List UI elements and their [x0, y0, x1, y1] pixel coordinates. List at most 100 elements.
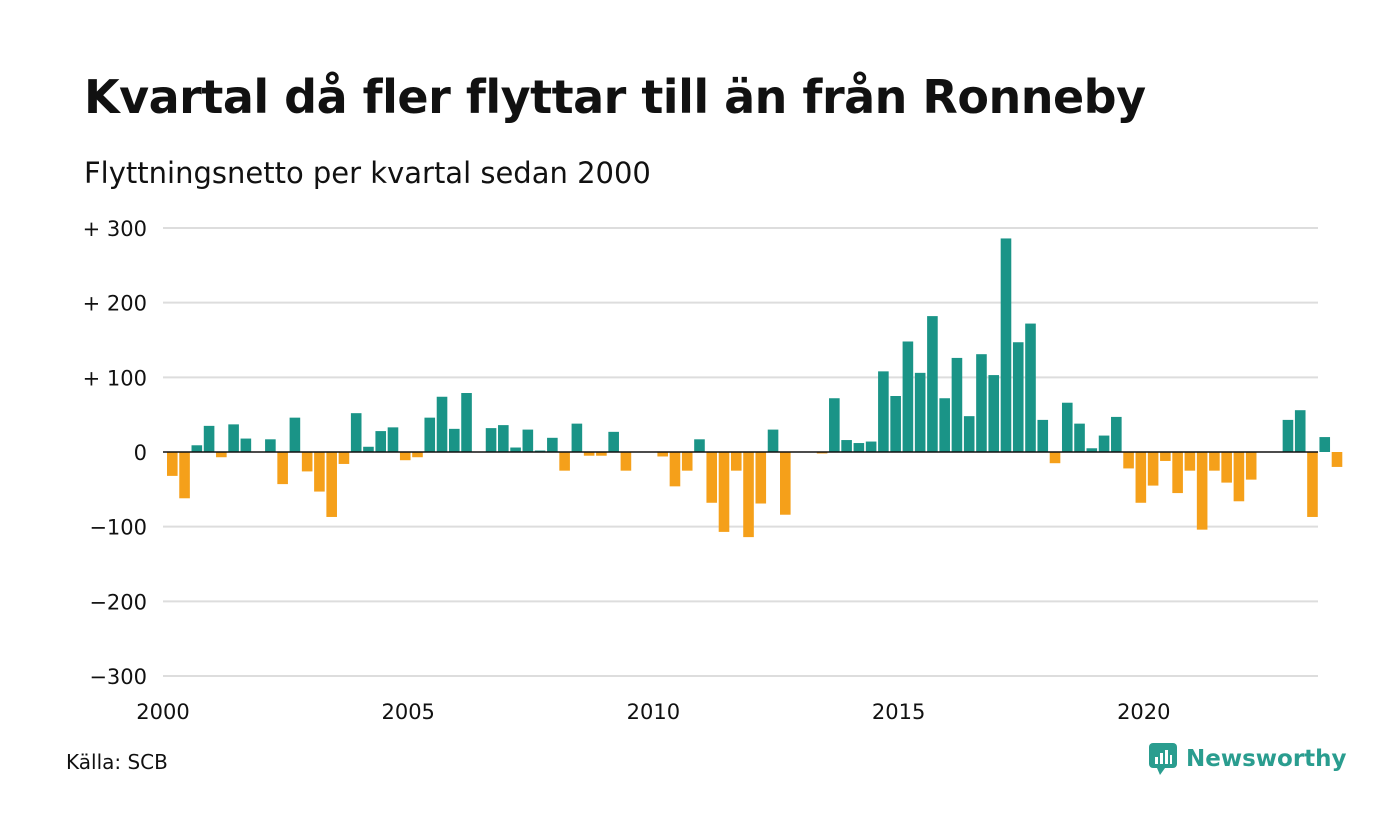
bar — [1294, 410, 1306, 452]
x-tick-label: 2015 — [872, 700, 925, 724]
bar — [399, 452, 411, 461]
bar — [963, 416, 975, 452]
bar — [522, 429, 534, 452]
bar — [1307, 452, 1318, 517]
gridlines — [163, 227, 1318, 677]
bar — [228, 424, 239, 452]
bar — [338, 452, 350, 464]
bar — [510, 447, 521, 452]
bar — [314, 452, 325, 492]
x-tick-label: 2020 — [1117, 700, 1170, 724]
bar — [780, 452, 791, 515]
bar — [203, 425, 215, 452]
bar — [461, 393, 472, 452]
bar — [326, 452, 337, 517]
bar — [571, 423, 583, 452]
y-tick-label: + 100 — [83, 366, 147, 390]
bar — [547, 437, 558, 452]
bar — [167, 452, 178, 476]
bar — [387, 427, 399, 452]
bar — [375, 431, 387, 452]
bar — [865, 441, 877, 452]
bar — [1049, 452, 1061, 464]
newsworthy-logo-icon — [1149, 743, 1177, 775]
y-tick-label: −100 — [89, 516, 147, 540]
bar — [1098, 435, 1110, 452]
bar — [890, 396, 901, 452]
bar — [1209, 452, 1220, 471]
brand-name: Newsworthy — [1186, 746, 1347, 772]
bar — [596, 452, 607, 456]
bar — [988, 375, 1000, 452]
bar — [681, 452, 693, 471]
chart-subtitle: Flyttningsnetto per kvartal sedan 2000 — [84, 156, 651, 190]
bar — [1160, 452, 1171, 461]
bar — [878, 371, 889, 452]
y-tick-label: 0 — [134, 441, 147, 465]
bar — [1123, 452, 1134, 469]
bar — [951, 357, 963, 452]
brand-logo[interactable]: Newsworthy — [1148, 742, 1347, 776]
bar — [1086, 448, 1098, 452]
bar — [1135, 452, 1147, 503]
bar — [730, 452, 742, 471]
bar — [1147, 452, 1159, 486]
bar — [1196, 452, 1208, 530]
chart-title: Kvartal då fler flyttar till än från Ron… — [84, 70, 1146, 124]
bar — [902, 341, 914, 452]
bar — [583, 452, 595, 456]
bar — [657, 452, 668, 457]
bar — [436, 396, 448, 452]
bar — [301, 452, 313, 472]
bar — [1184, 452, 1196, 471]
bar — [448, 428, 460, 452]
bar — [755, 452, 767, 504]
bar — [718, 452, 730, 532]
bar — [1000, 238, 1012, 452]
bar — [1061, 402, 1073, 452]
bar — [289, 417, 301, 452]
bar — [1111, 416, 1122, 452]
bar — [853, 443, 865, 452]
bar — [1172, 452, 1183, 494]
bar — [669, 452, 681, 487]
bar — [1245, 452, 1257, 480]
y-tick-label: −200 — [89, 590, 147, 614]
bar — [559, 452, 570, 471]
bar — [976, 354, 987, 452]
bar — [277, 452, 288, 485]
bar — [412, 452, 423, 458]
bars — [167, 238, 1343, 538]
bar — [694, 439, 705, 452]
bar — [620, 452, 632, 471]
bar — [485, 428, 497, 452]
bar — [240, 438, 252, 452]
bar — [914, 372, 926, 452]
bar — [841, 440, 852, 452]
bar — [743, 452, 754, 538]
bar — [350, 413, 362, 452]
bar — [829, 398, 840, 452]
y-axis-ticks: + 300 + 200 + 100 0 −100 −200 −300 — [83, 217, 147, 689]
bar — [1282, 419, 1294, 452]
bar — [1025, 323, 1036, 452]
bar — [424, 417, 436, 452]
bar — [608, 431, 619, 452]
bar — [939, 398, 950, 452]
x-tick-label: 2000 — [136, 700, 189, 724]
bar — [265, 439, 276, 452]
x-tick-label: 2005 — [381, 700, 434, 724]
bar — [363, 446, 374, 452]
bar — [1233, 452, 1245, 502]
y-tick-label: + 200 — [83, 292, 147, 316]
bar — [1074, 423, 1085, 452]
x-tick-label: 2010 — [627, 700, 680, 724]
bar — [927, 316, 938, 452]
y-tick-label: −300 — [89, 665, 147, 689]
bar — [498, 425, 509, 452]
x-axis-ticks: 2000 2005 2010 2015 2020 — [136, 700, 1170, 724]
bar — [1319, 437, 1331, 452]
bar — [191, 445, 203, 452]
bar — [706, 452, 718, 503]
